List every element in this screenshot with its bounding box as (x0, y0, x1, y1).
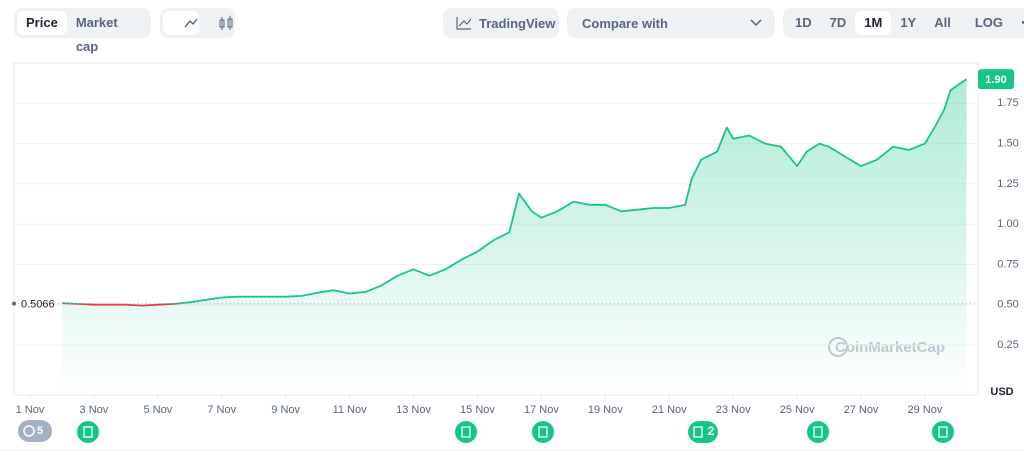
price-badge (978, 69, 1014, 90)
history-badge[interactable] (18, 420, 52, 442)
chart-mode: Price Market cap (14, 8, 151, 54)
range-button[interactable]: LOG (974, 15, 1004, 30)
price-area (61, 79, 967, 395)
compare-select[interactable]: Compare with (567, 8, 775, 38)
chart-style (160, 8, 235, 38)
tradingview-button[interactable]: TradingView (443, 8, 559, 38)
compare-label: Compare with (582, 15, 668, 31)
event-marker[interactable] (77, 421, 99, 443)
x-tick-label: 7 Nov (207, 404, 236, 416)
x-tick-label: 3 Nov (80, 404, 109, 416)
line-style[interactable] (163, 11, 199, 35)
range-button[interactable]: 1Y (900, 15, 917, 30)
market-cap-tab[interactable]: Market cap (75, 15, 118, 54)
x-tick-label: 15 Nov (460, 404, 495, 416)
price-line (61, 78, 968, 307)
y-tick-label: 0.50 (997, 299, 1018, 311)
event-marker[interactable] (688, 421, 718, 443)
x-tick-label: 25 Nov (780, 404, 815, 416)
range-button[interactable]: 1D (795, 15, 812, 30)
x-tick-label: 17 Nov (524, 404, 559, 416)
range-group: 1D 7D 1M 1Y All LOG ⋯ (783, 8, 1024, 38)
y-tick-label: 0.25 (997, 339, 1018, 351)
range-button[interactable]: 1M (855, 11, 892, 35)
history-icon (23, 425, 35, 437)
event-marker[interactable] (932, 421, 954, 443)
event-marker[interactable] (532, 421, 554, 443)
y-tick-label: 1.25 (997, 178, 1018, 190)
x-tick-label: 29 Nov (908, 404, 943, 416)
range-button[interactable]: 7D (829, 15, 847, 30)
y-tick-label: 1.50 (997, 137, 1018, 149)
event-icons (83, 426, 948, 438)
y-tick-label: 1.00 (997, 218, 1018, 230)
x-tick-label: 11 Nov (333, 404, 368, 416)
x-tick-label: 1 Nov (16, 404, 45, 416)
event-markers (77, 421, 954, 443)
price-tab[interactable]: Price (17, 11, 67, 35)
x-tick-label: 27 Nov (844, 404, 879, 416)
watermark: CoinMarketCap (835, 339, 945, 356)
reference-dot (12, 301, 16, 306)
y-unit: USD (990, 386, 1013, 398)
event-marker[interactable] (807, 421, 829, 443)
event-count: 2 (708, 424, 715, 438)
chevron (750, 19, 762, 27)
y-tick-label: 1.75 (997, 97, 1018, 109)
range-button[interactable]: All (934, 15, 951, 30)
more-button[interactable]: ⋯ (1012, 11, 1024, 35)
history-count: 5 (37, 425, 43, 437)
tv-icon (456, 17, 472, 30)
x-tick-label: 5 Nov (143, 404, 172, 416)
x-tick-label: 13 Nov (396, 404, 431, 416)
line-icon (184, 18, 198, 28)
price-badge-label: 1.90 (985, 74, 1006, 86)
watermark-logo (828, 337, 848, 357)
plot-frame (13, 62, 979, 396)
x-tick-label: 21 Nov (652, 404, 687, 416)
candle-style[interactable] (199, 11, 235, 35)
y-tick-label: 0.75 (997, 258, 1018, 270)
x-tick-label: 19 Nov (588, 404, 623, 416)
reference-label: 0.5066 (21, 299, 55, 311)
tradingview-label: TradingView (479, 15, 556, 31)
event-marker[interactable] (455, 421, 477, 443)
x-tick-label: 9 Nov (271, 404, 300, 416)
x-tick-label: 23 Nov (716, 404, 751, 416)
candle-icon (219, 16, 233, 30)
